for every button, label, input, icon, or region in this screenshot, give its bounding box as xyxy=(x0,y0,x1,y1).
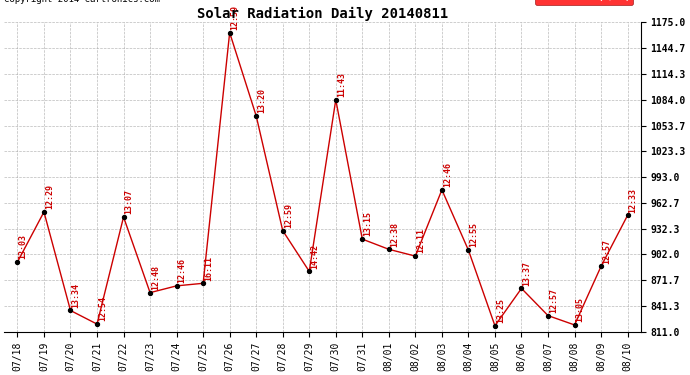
Point xyxy=(65,308,76,314)
Point xyxy=(224,30,235,36)
Text: 12:57: 12:57 xyxy=(602,238,611,264)
Point xyxy=(92,321,103,327)
Point xyxy=(12,259,23,265)
Text: 14:42: 14:42 xyxy=(310,244,319,268)
Text: 12:48: 12:48 xyxy=(151,265,160,290)
Point xyxy=(410,253,421,259)
Text: 12:38: 12:38 xyxy=(390,222,399,246)
Point xyxy=(171,283,182,289)
Text: 13:37: 13:37 xyxy=(522,261,531,286)
Text: 12:33: 12:33 xyxy=(629,188,638,213)
Text: 13:34: 13:34 xyxy=(72,283,81,308)
Point xyxy=(463,247,474,253)
Text: 13:20: 13:20 xyxy=(257,88,266,113)
Point xyxy=(118,214,129,220)
Text: 13:25: 13:25 xyxy=(496,298,505,323)
Point xyxy=(331,97,342,103)
Point xyxy=(277,228,288,234)
Text: 12:46: 12:46 xyxy=(443,162,452,187)
Text: 12:59: 12:59 xyxy=(230,5,239,30)
Text: 12:46: 12:46 xyxy=(177,258,187,283)
Text: 16:11: 16:11 xyxy=(204,255,213,280)
Point xyxy=(304,268,315,274)
Point xyxy=(436,187,447,193)
Point xyxy=(197,280,208,286)
Point xyxy=(516,285,527,291)
Text: 12:11: 12:11 xyxy=(417,228,426,254)
Text: 13:07: 13:07 xyxy=(125,189,134,214)
Text: 12:29: 12:29 xyxy=(45,184,54,209)
Point xyxy=(569,322,580,328)
Point xyxy=(39,209,50,215)
Text: 13:05: 13:05 xyxy=(575,297,584,322)
Point xyxy=(145,290,156,296)
Point xyxy=(384,246,395,252)
Legend: Radiation  (W/m2): Radiation (W/m2) xyxy=(535,0,633,5)
Point xyxy=(622,212,633,218)
Title: Solar Radiation Daily 20140811: Solar Radiation Daily 20140811 xyxy=(197,7,448,21)
Text: 12:59: 12:59 xyxy=(284,203,293,228)
Text: 12:55: 12:55 xyxy=(469,222,478,248)
Text: 12:57: 12:57 xyxy=(549,288,558,313)
Point xyxy=(250,113,262,119)
Text: Copyright 2014 Cartronics.com: Copyright 2014 Cartronics.com xyxy=(4,0,160,4)
Text: 11:43: 11:43 xyxy=(337,72,346,97)
Text: 13:03: 13:03 xyxy=(19,234,28,259)
Point xyxy=(542,313,553,319)
Text: 12:54: 12:54 xyxy=(98,296,107,321)
Point xyxy=(595,263,607,269)
Point xyxy=(357,236,368,242)
Point xyxy=(489,323,500,329)
Text: 13:15: 13:15 xyxy=(364,211,373,236)
